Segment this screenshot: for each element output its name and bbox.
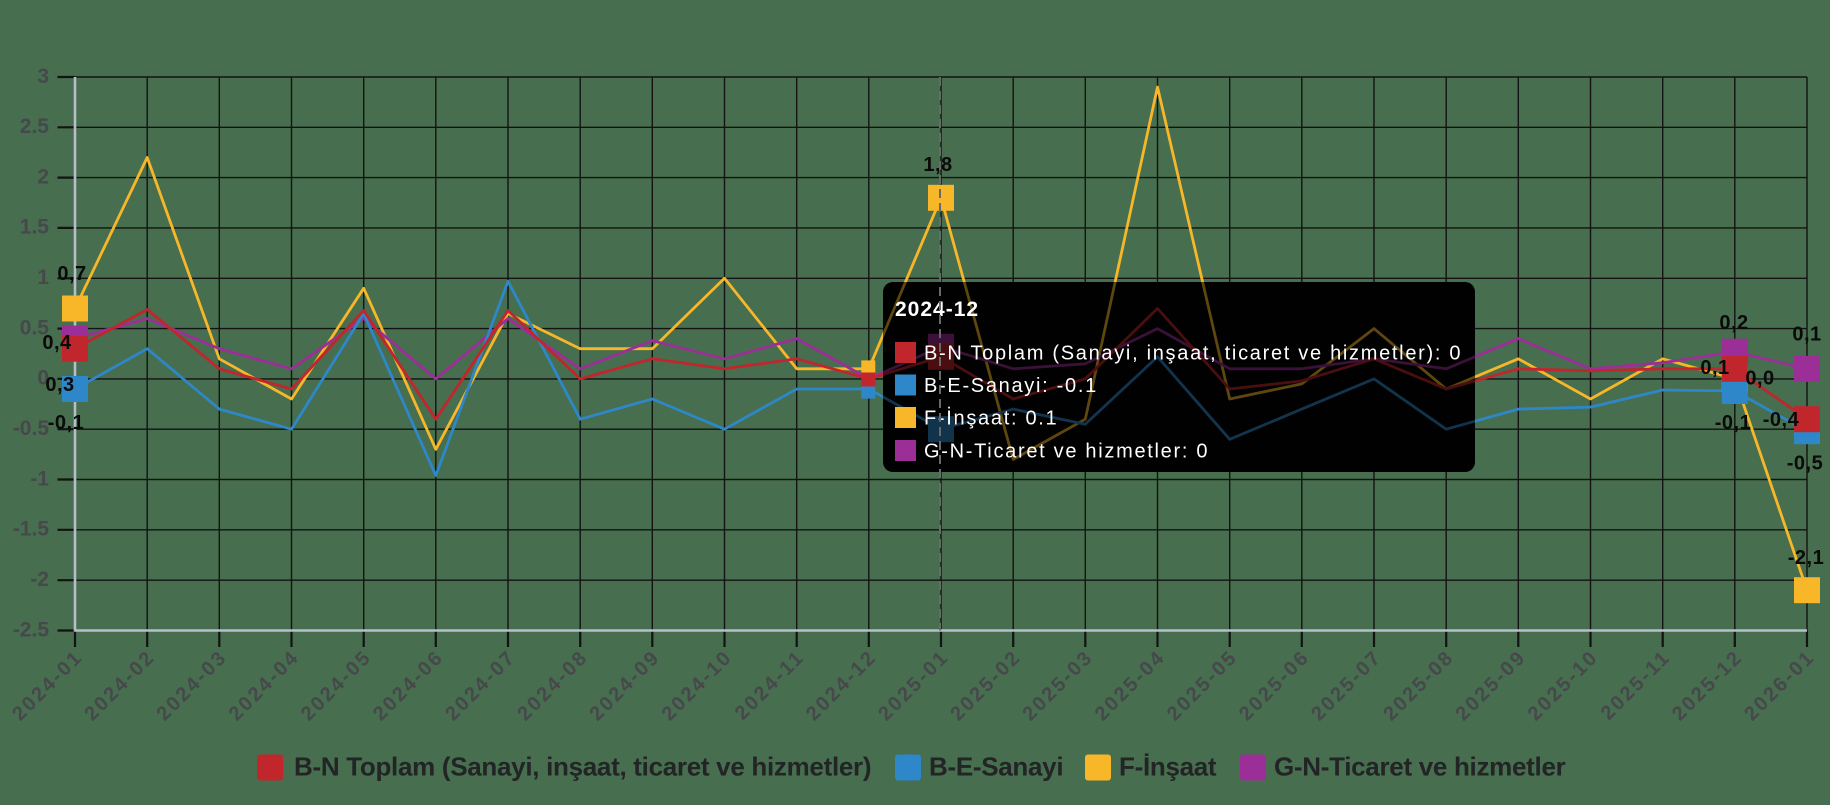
svg-text:1,8: 1,8: [923, 154, 952, 176]
svg-text:B-E-Sanayi: -0.1: B-E-Sanayi: -0.1: [924, 375, 1098, 397]
svg-text:2: 2: [37, 165, 49, 188]
svg-text:2.5: 2.5: [20, 115, 50, 138]
svg-text:-0,4: -0,4: [1763, 409, 1800, 431]
svg-text:1.5: 1.5: [20, 216, 50, 239]
svg-text:2024-12: 2024-12: [895, 298, 979, 321]
svg-text:0,0: 0,0: [1745, 368, 1774, 390]
svg-text:G-N-Ticaret ve hizmetler: 0: G-N-Ticaret ve hizmetler: 0: [924, 441, 1209, 463]
svg-text:-2: -2: [30, 568, 49, 591]
svg-text:-1: -1: [30, 467, 49, 490]
svg-text:0,3: 0,3: [45, 374, 74, 396]
svg-text:0,1: 0,1: [1700, 357, 1729, 379]
svg-text:-0,1: -0,1: [48, 412, 84, 434]
svg-text:0,7: 0,7: [57, 263, 86, 285]
svg-text:-0.5: -0.5: [13, 417, 50, 440]
svg-text:G-N-Ticaret ve hizmetler: G-N-Ticaret ve hizmetler: [1274, 752, 1566, 782]
svg-text:-0,5: -0,5: [1787, 453, 1823, 475]
svg-text:3: 3: [37, 65, 49, 88]
svg-text:0,4: 0,4: [42, 332, 72, 354]
svg-text:F-İnşaat: F-İnşaat: [1119, 752, 1217, 782]
svg-text:-1.5: -1.5: [13, 518, 50, 541]
svg-text:-0,1: -0,1: [1715, 412, 1751, 434]
svg-text:0,1: 0,1: [1792, 324, 1821, 346]
svg-text:B-E-Sanayi: B-E-Sanayi: [929, 752, 1063, 782]
svg-text:-2,1: -2,1: [1788, 547, 1824, 569]
svg-text:0,2: 0,2: [1719, 312, 1748, 334]
svg-text:F-İnşaat: 0.1: F-İnşaat: 0.1: [924, 407, 1058, 430]
svg-text:-2.5: -2.5: [13, 618, 50, 641]
svg-text:B-N Toplam (Sanayi, inşaat, ti: B-N Toplam (Sanayi, inşaat, ticaret ve h…: [294, 752, 871, 782]
svg-text:0: 0: [37, 367, 49, 390]
svg-text:0.5: 0.5: [20, 316, 50, 339]
svg-text:1: 1: [37, 266, 49, 289]
svg-text:B-N Toplam (Sanayi, inşaat, ti: B-N Toplam (Sanayi, inşaat, ticaret ve h…: [924, 343, 1462, 365]
